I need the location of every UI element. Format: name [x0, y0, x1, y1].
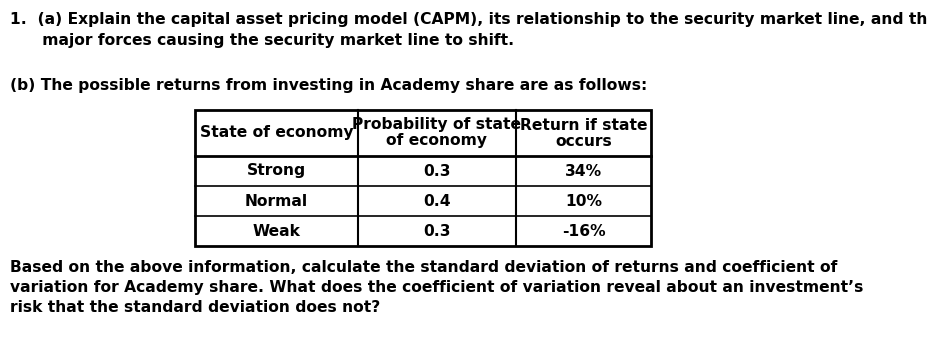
Text: Based on the above information, calculate the standard deviation of returns and : Based on the above information, calculat… [10, 260, 837, 275]
Text: Probability of state: Probability of state [352, 118, 522, 132]
Text: State of economy: State of economy [199, 126, 353, 141]
Text: 10%: 10% [565, 194, 602, 209]
Text: Return if state: Return if state [520, 118, 647, 132]
Text: major forces causing the security market line to shift.: major forces causing the security market… [10, 33, 514, 48]
Text: Weak: Weak [252, 223, 300, 239]
Text: 0.4: 0.4 [424, 194, 451, 209]
Text: of economy: of economy [387, 133, 488, 148]
Text: Strong: Strong [247, 164, 306, 178]
Bar [195, 110, 651, 246]
Text: (b) The possible returns from investing in Academy share are as follows:: (b) The possible returns from investing … [10, 78, 647, 93]
Text: 34%: 34% [565, 164, 602, 178]
Text: variation for Academy share. What does the coefficient of variation reveal about: variation for Academy share. What does t… [10, 280, 863, 295]
Text: 1.  (a) Explain the capital asset pricing model (CAPM), its relationship to the : 1. (a) Explain the capital asset pricing… [10, 12, 927, 27]
Text: occurs: occurs [555, 133, 612, 148]
Text: risk that the standard deviation does not?: risk that the standard deviation does no… [10, 300, 380, 315]
Text: 0.3: 0.3 [424, 164, 451, 178]
Text: 0.3: 0.3 [424, 223, 451, 239]
Text: Normal: Normal [245, 194, 308, 209]
Text: -16%: -16% [562, 223, 605, 239]
